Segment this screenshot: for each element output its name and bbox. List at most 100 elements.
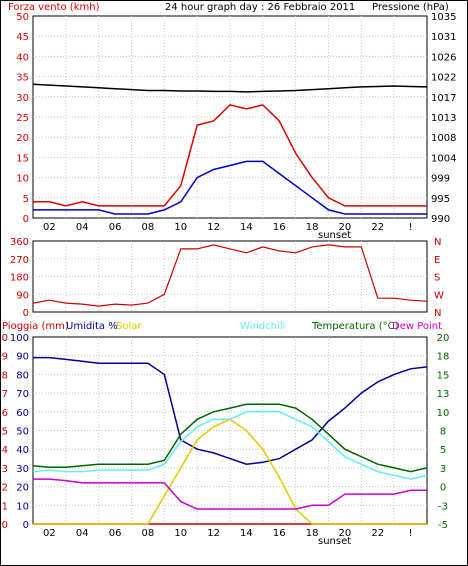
y-tick-label: 2	[2, 483, 8, 494]
humidity-axis-ticks: 0 10 20 30 40 50 60 70 80 90 100	[10, 333, 29, 531]
y-tick-label: 15	[437, 370, 450, 381]
y-tick-label: -5	[438, 520, 448, 531]
x-tick-label: 04	[76, 222, 89, 233]
y-tick-label: N	[434, 308, 441, 319]
y-tick-label: 10	[16, 501, 29, 512]
y-tick-label: 8	[440, 427, 446, 438]
x-tick-label: 20	[339, 528, 352, 539]
dew-point-line	[33, 478, 427, 510]
legend-item: Temperatura (°C)	[311, 321, 399, 332]
legend-item: Pioggia (mm)	[2, 321, 69, 332]
pressure-axis-label: Pressione (hPa)	[372, 2, 449, 13]
humidity-line	[33, 356, 428, 465]
y-tick-label: 3	[440, 464, 446, 475]
y-tick-label: 1022	[431, 73, 456, 84]
y-tick-label: 40	[16, 445, 29, 456]
y-tick-label: 1026	[431, 52, 456, 63]
wind-axis-ticks: 0 5 10 15 20 25 30 35 40 45 50	[16, 12, 29, 225]
y-tick-label: 0	[23, 214, 29, 225]
y-tick-label: E	[434, 255, 440, 266]
y-tick-label: 18	[437, 352, 450, 363]
x-tick-label: 02	[43, 528, 56, 539]
y-tick-label: 90	[16, 352, 29, 363]
x-tick-label: 10	[174, 528, 187, 539]
y-tick-label: 70	[16, 389, 29, 400]
rain-axis-ticks: 0 1 2 3 4 5 6 7 8 9 10	[0, 333, 8, 531]
y-tick-label: 20	[437, 333, 450, 344]
y-tick-label: 25	[16, 113, 29, 124]
y-tick-label: 5	[2, 427, 8, 438]
x-tick-label: 06	[109, 222, 122, 233]
wind-avg-line	[33, 160, 427, 215]
y-tick-label: 1035	[431, 12, 456, 23]
legend-item: Dew Point	[392, 321, 442, 332]
y-tick-label: 20	[16, 133, 29, 144]
wind-gust-line	[33, 104, 427, 207]
y-tick-label: 30	[16, 464, 29, 475]
sunset-label: sunset	[318, 230, 351, 241]
legend-item: Umidita %	[66, 321, 118, 332]
y-tick-label: 0	[440, 483, 446, 494]
y-tick-label: 1031	[431, 32, 456, 43]
climate-grid	[33, 337, 427, 524]
y-tick-label: 10	[16, 174, 29, 185]
y-tick-label: 999	[431, 174, 450, 185]
y-tick-label: 0	[2, 520, 8, 531]
y-tick-label: 995	[431, 194, 450, 205]
y-tick-label: 1013	[431, 113, 456, 124]
y-tick-label: 6	[2, 408, 8, 419]
legend-item: Windchill	[240, 321, 285, 332]
y-tick-label: S	[434, 273, 440, 284]
y-tick-label: 1008	[431, 133, 456, 144]
pressure-line	[32, 83, 428, 93]
x-tick-label: 08	[142, 528, 155, 539]
y-tick-label: 10	[437, 408, 450, 419]
legend-item: Solar	[116, 321, 142, 332]
climate-legend: Pioggia (mm)Umidita %Solar Windchill Tempe…	[2, 321, 442, 332]
x-tick-label: 12	[207, 528, 220, 539]
x-tick-label: 10	[174, 222, 187, 233]
y-tick-label: N	[434, 237, 441, 248]
y-tick-label: -3	[438, 501, 448, 512]
x-tick-label: !	[409, 528, 413, 539]
y-tick-label: 360	[10, 237, 29, 248]
wind-grid	[33, 16, 427, 218]
temperature-axis-ticks: -5 -3 0 3 5 8 10 13 15 18 20	[437, 333, 450, 531]
y-tick-label: 5	[23, 194, 29, 205]
y-tick-label: 35	[16, 73, 29, 84]
y-tick-label: 9	[2, 352, 8, 363]
y-tick-label: 1	[2, 501, 8, 512]
y-tick-label: 60	[16, 408, 29, 419]
y-tick-label: 270	[10, 255, 29, 266]
x-tick-label: 06	[109, 528, 122, 539]
pressure-axis-ticks: 990 995 999 1004 1008 1013 1017 1022 1026 1031 103…	[431, 12, 456, 225]
x-tick-label: 18	[306, 222, 319, 233]
x-tick-label: 14	[240, 222, 253, 233]
y-tick-label: 30	[16, 93, 29, 104]
y-tick-label: 20	[16, 483, 29, 494]
y-tick-label: 7	[2, 389, 8, 400]
windchill-line	[32, 411, 428, 480]
y-tick-label: 990	[431, 214, 450, 225]
x-tick-label: 18	[306, 528, 319, 539]
y-tick-label: 180	[10, 273, 29, 284]
x-tick-label: 12	[207, 222, 220, 233]
y-tick-label: 10	[0, 333, 8, 344]
y-tick-label: 15	[16, 153, 29, 164]
y-tick-label: 0	[23, 308, 29, 319]
y-tick-label: 50	[16, 427, 29, 438]
climate-time-ticks: 02 04 06 08 10 12 14 16 18 20 22!	[43, 528, 413, 539]
x-tick-label: 16	[273, 528, 286, 539]
wind-time-ticks: 02 04 06 08 10 12 14 16 18 20 22!	[43, 222, 413, 233]
chart-title: 24 hour graph day : 26 Febbraio 2011	[165, 2, 355, 13]
sunset-label-bottom: sunset	[318, 536, 351, 547]
y-tick-label: 50	[16, 12, 29, 23]
y-tick-label: W	[434, 290, 444, 301]
y-tick-label: 1017	[431, 93, 456, 104]
y-tick-label: 8	[2, 370, 8, 381]
y-tick-label: 90	[16, 290, 29, 301]
y-tick-label: 100	[10, 333, 29, 344]
y-tick-label: 1004	[431, 153, 456, 164]
